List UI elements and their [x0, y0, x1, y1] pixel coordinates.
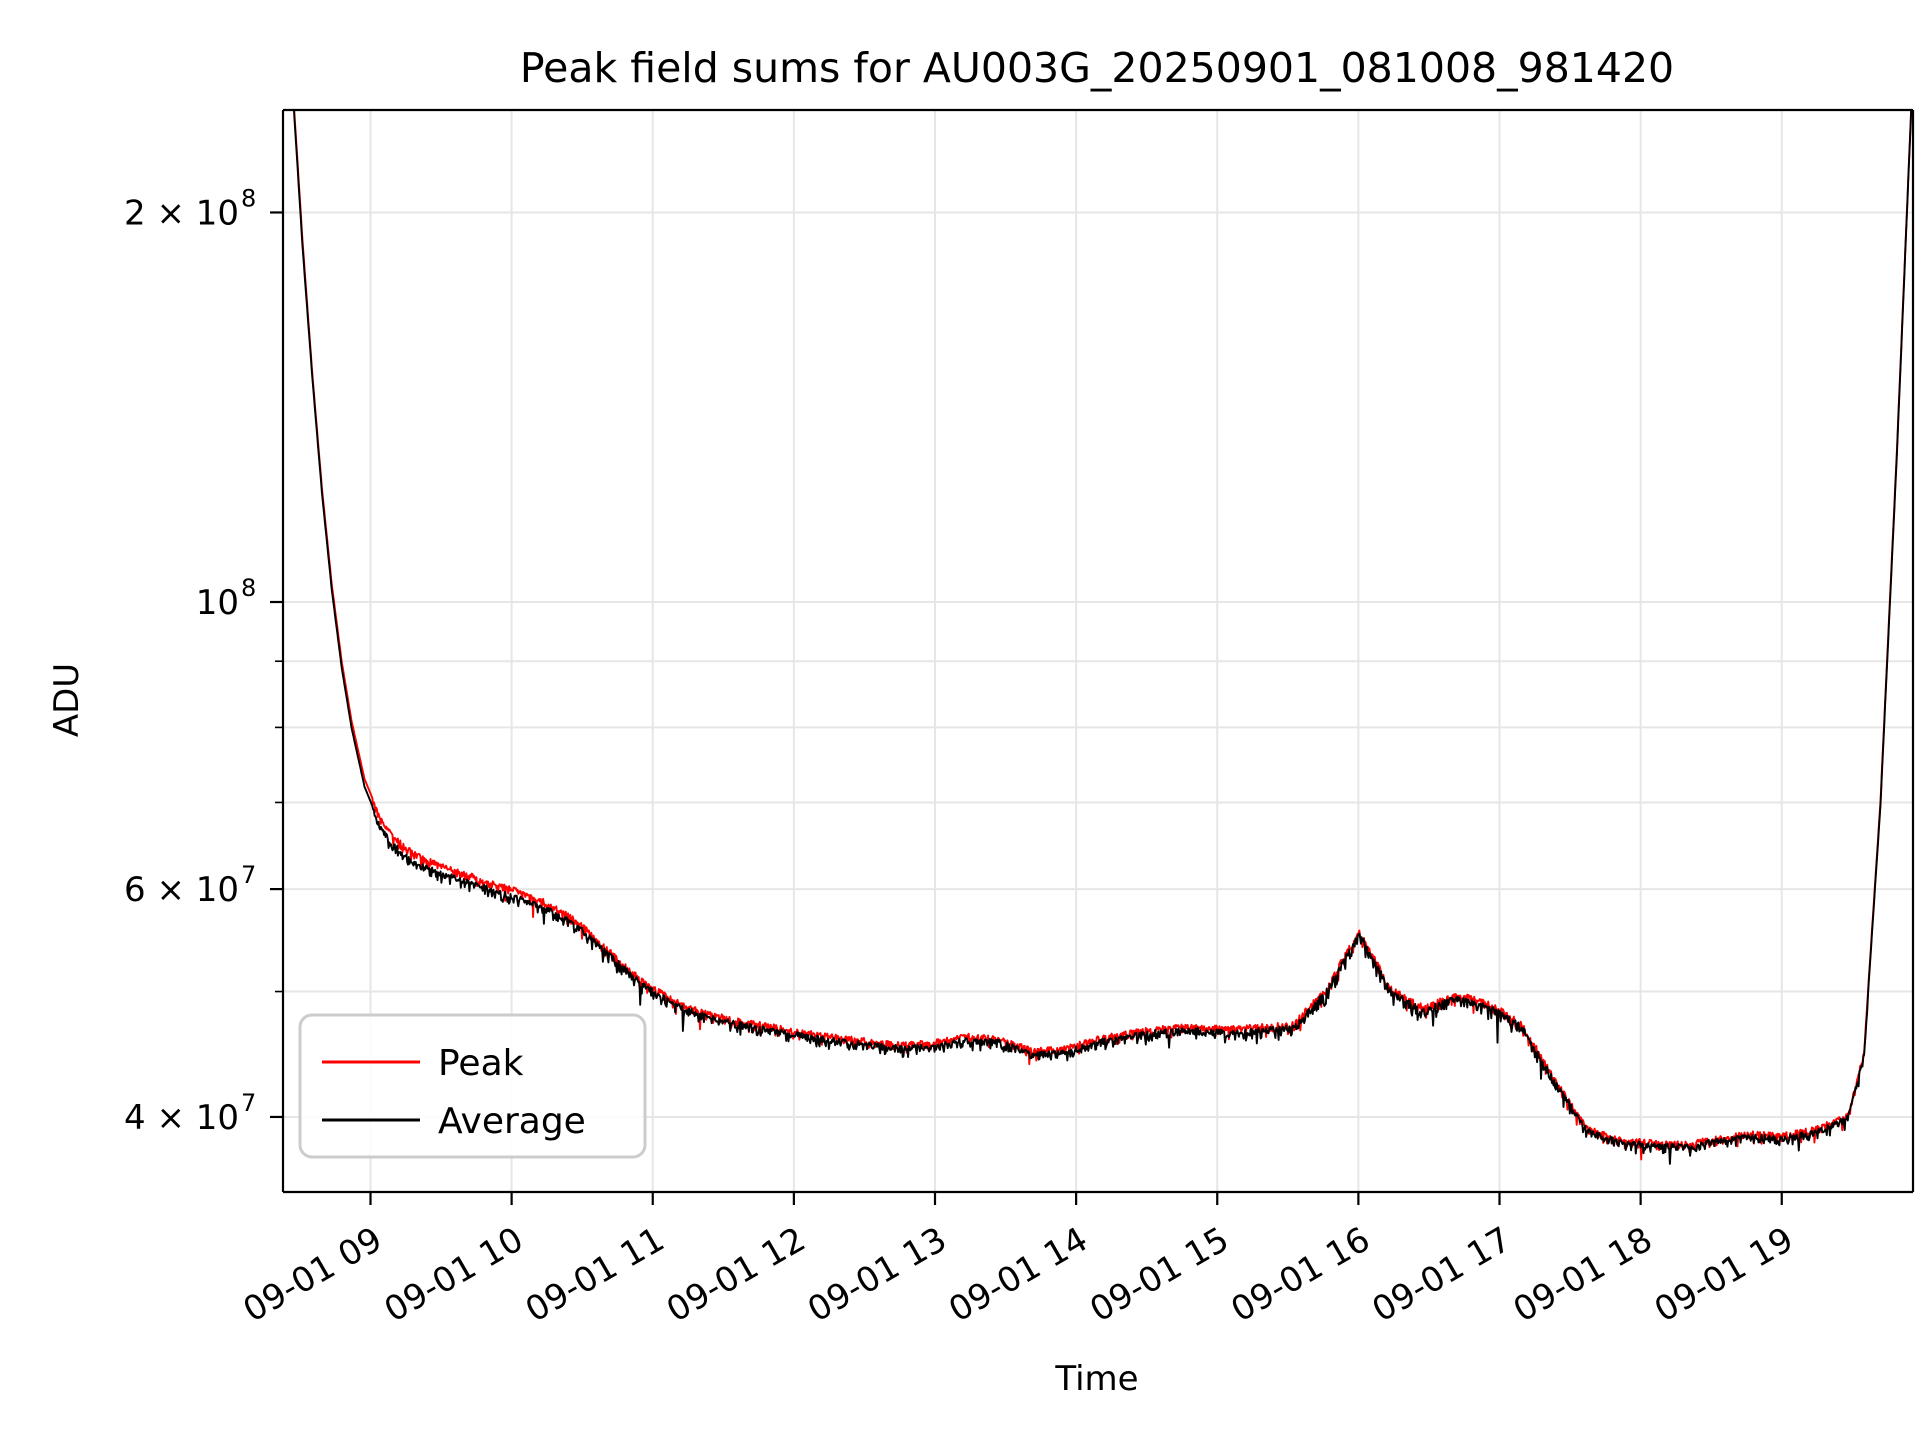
- data-lines: [293, 110, 1913, 1165]
- y-tick-label: 10 8: [196, 574, 257, 623]
- legend-label-peak: Peak: [438, 1043, 524, 1084]
- x-axis-label: Time: [1054, 1359, 1138, 1399]
- legend-label-average: Average: [438, 1101, 586, 1142]
- y-tick-label: 4 × 10 7: [124, 1089, 256, 1138]
- svg-text:4 × 10: 4 × 10: [124, 1098, 239, 1138]
- series-line-peak: [293, 110, 1913, 1161]
- svg-text:8: 8: [241, 184, 256, 212]
- chart-title: Peak field sums for AU003G_20250901_0810…: [520, 44, 1674, 92]
- series-line-average: [293, 110, 1913, 1165]
- gridlines: [283, 110, 1913, 1192]
- y-tick-label: 6 × 10 7: [124, 861, 256, 910]
- svg-text:8: 8: [241, 574, 256, 602]
- svg-text:7: 7: [241, 1089, 256, 1117]
- svg-text:6 × 10: 6 × 10: [124, 870, 239, 910]
- chart-legend[interactable]: Peak Average: [298, 1013, 647, 1159]
- y-tick-label: 2 × 10 8: [124, 184, 256, 233]
- y-axis-ticks: 2 × 10 810 86 × 10 74 × 10 7: [124, 184, 283, 1138]
- y-axis-label: ADU: [47, 663, 87, 737]
- svg-text:2 × 10: 2 × 10: [124, 193, 239, 233]
- svg-text:7: 7: [241, 861, 256, 889]
- svg-text:10: 10: [196, 583, 239, 623]
